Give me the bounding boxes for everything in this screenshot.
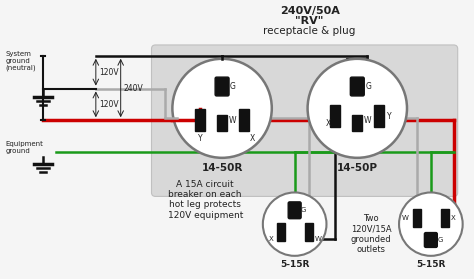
FancyBboxPatch shape [350, 77, 364, 96]
Text: X: X [451, 215, 456, 221]
Text: W: W [364, 116, 372, 125]
Text: 5-15R: 5-15R [280, 260, 310, 269]
Text: X: X [269, 236, 274, 242]
Text: 240V: 240V [124, 83, 144, 93]
Text: 14-50P: 14-50P [337, 163, 378, 173]
Bar [413, 209, 421, 227]
Circle shape [263, 193, 327, 256]
FancyBboxPatch shape [152, 45, 458, 196]
Text: Y: Y [387, 112, 392, 121]
Text: W: W [402, 215, 409, 221]
Bar [195, 109, 205, 131]
Text: 14-50R: 14-50R [201, 163, 243, 173]
Text: 120V: 120V [99, 100, 118, 109]
FancyBboxPatch shape [424, 233, 438, 247]
FancyBboxPatch shape [288, 202, 301, 219]
Circle shape [173, 59, 272, 158]
Text: G: G [438, 237, 443, 243]
Text: 120V: 120V [99, 68, 118, 77]
Text: W: W [315, 236, 321, 242]
Text: Y: Y [198, 134, 202, 143]
Text: Two
120V/15A
grounded
outlets: Two 120V/15A grounded outlets [351, 214, 392, 254]
Text: System
ground
(neutral): System ground (neutral) [5, 50, 36, 71]
Text: G: G [365, 82, 371, 91]
Circle shape [308, 59, 407, 158]
Text: A 15A circuit
breaker on each
hot leg protects
120V equipment: A 15A circuit breaker on each hot leg pr… [167, 180, 243, 220]
Bar [441, 209, 449, 227]
FancyBboxPatch shape [215, 77, 229, 96]
Text: 240V/50A: 240V/50A [280, 6, 339, 16]
Bar [277, 223, 285, 241]
Text: X: X [250, 134, 255, 143]
Bar [239, 109, 249, 131]
Text: G: G [230, 82, 236, 91]
Text: X: X [326, 119, 331, 128]
Circle shape [399, 193, 463, 256]
Bar [305, 223, 312, 241]
Bar [217, 115, 227, 131]
Text: receptacle & plug: receptacle & plug [264, 26, 356, 36]
Text: W: W [229, 116, 237, 125]
Text: G: G [301, 207, 306, 213]
Text: "RV": "RV" [295, 16, 324, 26]
Text: Equipment
ground: Equipment ground [5, 141, 43, 154]
Bar [374, 105, 384, 127]
Bar [352, 115, 362, 131]
Bar [330, 105, 340, 127]
Text: 5-15R: 5-15R [416, 260, 446, 269]
